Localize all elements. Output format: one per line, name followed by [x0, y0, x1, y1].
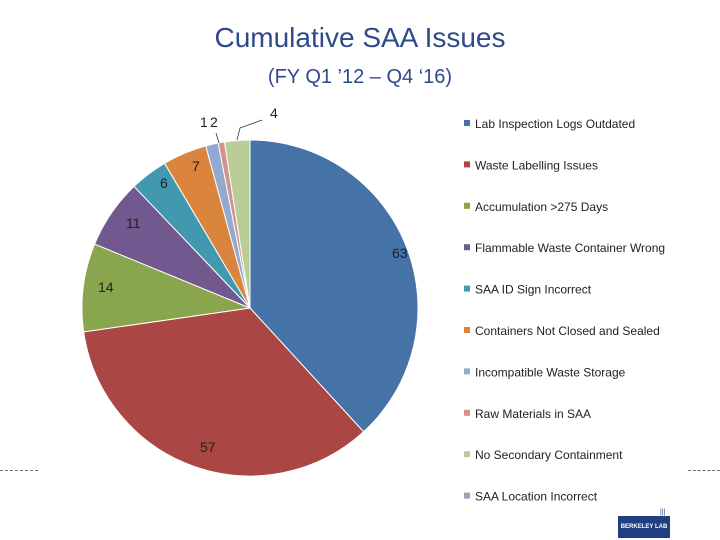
legend-label: Accumulation >275 Days: [475, 200, 608, 214]
chart-subtitle: (FY Q1 ’12 – Q4 ‘16): [267, 66, 453, 88]
legend-label: Waste Labelling Issues: [475, 158, 598, 172]
legend-label: SAA Location Incorrect: [475, 490, 598, 504]
legend-swatch: [464, 202, 470, 209]
data-label: 57: [200, 439, 216, 455]
data-label: 4: [270, 105, 278, 121]
legend-swatch: [464, 368, 470, 375]
legend-swatch: [464, 161, 470, 168]
legend-swatch: [464, 492, 470, 499]
data-label: 14: [98, 279, 114, 295]
legend-swatch: [464, 409, 470, 416]
legend-swatch: [464, 244, 470, 251]
data-label: 6: [160, 175, 168, 191]
legend-label: Lab Inspection Logs Outdated: [475, 117, 635, 131]
legend-swatch: [464, 120, 470, 126]
pie-slice: [81, 243, 252, 333]
data-label: 1: [200, 114, 208, 130]
legend-swatch: [464, 451, 470, 458]
legend-label: Containers Not Closed and Sealed: [475, 324, 660, 338]
pie-slice: [83, 307, 365, 477]
divider-left: [0, 470, 38, 471]
legend-swatch: [464, 285, 470, 292]
divider-right: [688, 470, 720, 471]
lab-logo-icon: |||: [660, 509, 666, 516]
legend-swatch: [464, 327, 470, 333]
legend-label: No Secondary Containment: [475, 448, 623, 462]
legend-label: Flammable Waste Container Wrong: [475, 241, 665, 255]
leader-line: [236, 119, 263, 141]
data-label: 7: [192, 158, 200, 174]
chart-title: Cumulative SAA Issues: [214, 22, 506, 53]
pie-slice: [223, 139, 251, 309]
pie-slice: [249, 139, 419, 433]
legend-label: Raw Materials in SAA: [475, 407, 591, 421]
legend-label: Incompatible Waste Storage: [475, 365, 626, 379]
data-label: 2: [210, 114, 218, 130]
legend-label: SAA ID Sign Incorrect: [475, 283, 592, 297]
lab-logo: BERKELEY LAB: [618, 516, 670, 538]
data-label: 63: [392, 245, 408, 261]
data-label: 11: [126, 215, 141, 231]
leader-line: [215, 132, 220, 144]
